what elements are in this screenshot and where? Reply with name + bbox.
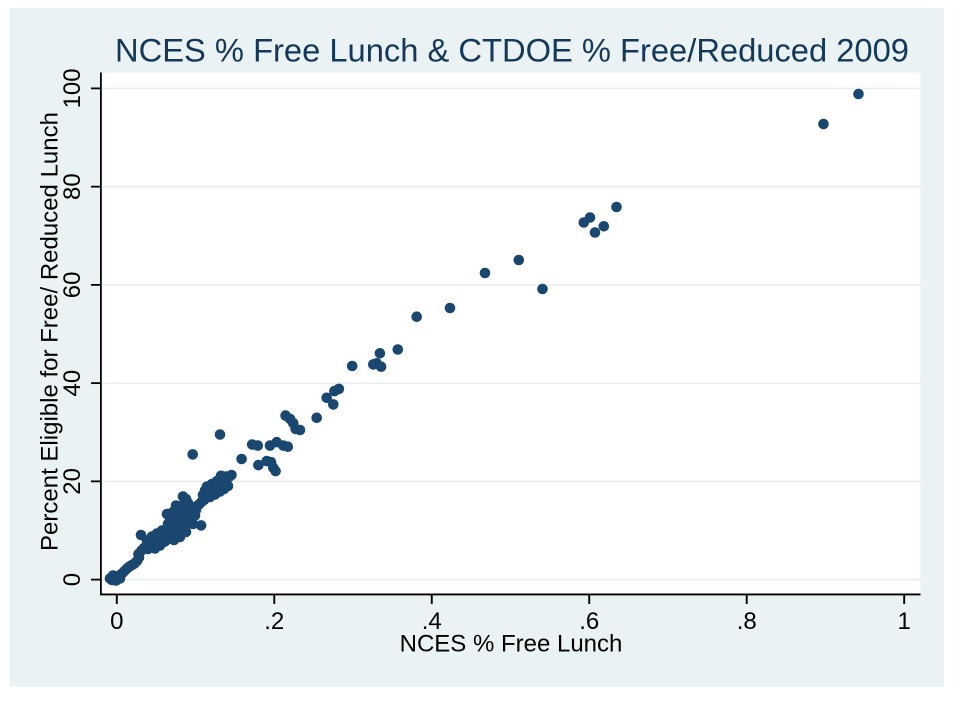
svg-text:NCES % Free Lunch: NCES % Free Lunch	[400, 631, 623, 658]
svg-text:60: 60	[59, 272, 86, 299]
svg-text:100: 100	[59, 68, 86, 108]
svg-text:NCES % Free Lunch & CTDOE % Fr: NCES % Free Lunch & CTDOE % Free/Reduced…	[115, 32, 909, 69]
svg-text:40: 40	[59, 370, 86, 397]
svg-text:.2: .2	[264, 608, 284, 635]
svg-text:.4: .4	[422, 608, 442, 635]
svg-text:20: 20	[59, 468, 86, 495]
svg-text:1: 1	[898, 608, 911, 635]
svg-text:0: 0	[110, 608, 123, 635]
svg-text:Percent Eligible for Free/ Red: Percent Eligible for Free/ Reduced Lunch	[37, 112, 64, 551]
svg-text:.6: .6	[579, 608, 599, 635]
svg-text:.8: .8	[737, 608, 757, 635]
svg-text:80: 80	[59, 173, 86, 200]
svg-text:0: 0	[59, 573, 86, 586]
